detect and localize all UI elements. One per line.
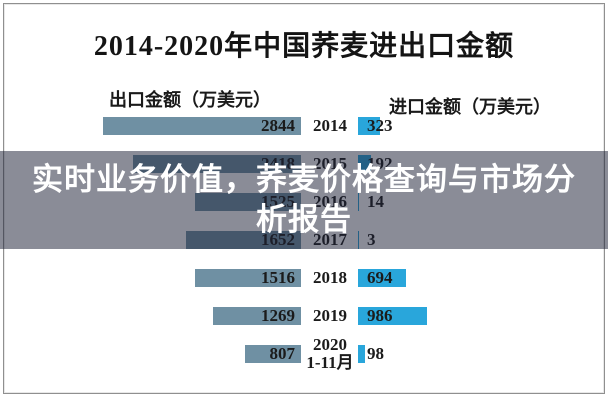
import-value-label: 98 [367,344,384,363]
overlay-text-line-2: 析报告 [256,202,352,237]
export-bar [195,269,301,287]
export-bar [213,307,301,325]
chart-title: 2014-2020年中国荞麦进出口金额 [93,31,515,62]
year-label: 2019 [313,306,347,325]
export-value-label: 1269 [261,306,295,325]
export-value-label: 2844 [261,116,295,135]
export-value-label: 1516 [261,268,295,287]
import-bar [358,117,380,135]
import-value-label: 323 [367,116,393,135]
year-label: 2018 [313,268,347,287]
import-bar [358,269,406,287]
import-value-label: 694 [367,268,393,287]
import-axis-header: 进口金额（万美元） [389,97,551,117]
import-bar [358,307,427,325]
export-axis-header: 出口金额（万美元） [109,90,271,110]
overlay-banner: 实时业务价值，荞麦价格查询与市场分 析报告 [0,151,608,249]
export-value-label: 807 [269,344,296,363]
export-bar [103,117,301,135]
year-label: 2020 1-11月 [306,335,354,372]
export-bar [245,345,301,363]
import-bar [358,345,365,363]
import-value-label: 986 [367,306,393,325]
year-label: 2014 [313,116,347,135]
overlay-text-line-1: 实时业务价值，荞麦价格查询与市场分 [32,162,576,197]
